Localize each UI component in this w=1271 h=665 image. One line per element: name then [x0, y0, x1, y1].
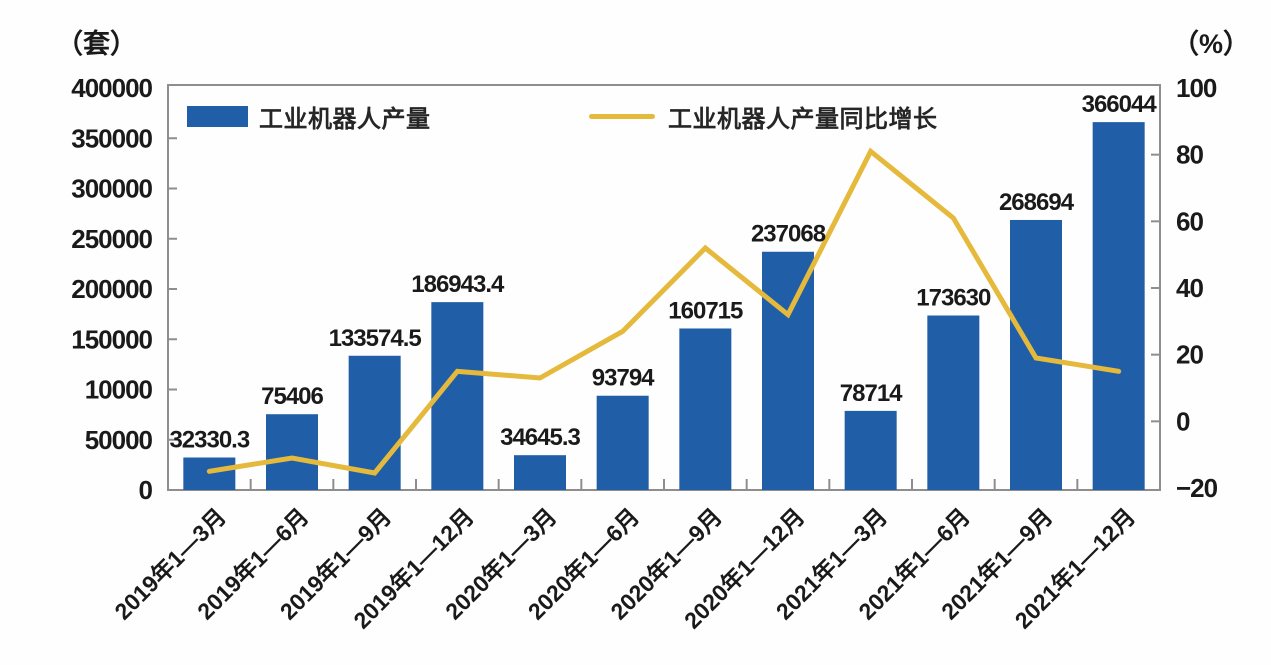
- left-axis-tick-label: 200000: [71, 274, 152, 304]
- bar: [679, 328, 732, 490]
- bar: [514, 455, 566, 490]
- left-axis-tick-label: 400000: [71, 73, 152, 103]
- right-axis-tick-label: 80: [1176, 140, 1203, 170]
- right-axis-tick-label: 100: [1176, 73, 1217, 103]
- bar-value-label: 186943.4: [411, 271, 505, 298]
- legend-item-growth: 工业机器人产量同比增长: [589, 102, 938, 133]
- left-axis-tick-label: 0: [139, 475, 153, 505]
- left-axis-tick-label: 50000: [85, 425, 153, 455]
- left-axis-tick-label: 10000: [85, 375, 153, 405]
- growth-line: [206, 147, 1122, 476]
- bar-value-label: 268694: [999, 189, 1075, 216]
- bar: [1092, 122, 1145, 490]
- legend-line-swatch: [589, 113, 655, 119]
- bar: [596, 395, 649, 490]
- legend-bar-label: 工业机器人产量: [259, 105, 431, 133]
- bar-value-label: 32330.3: [169, 427, 249, 454]
- bar: [844, 410, 897, 490]
- left-axis-tick-label: 300000: [71, 174, 152, 204]
- bar-value-label: 75406: [261, 383, 323, 410]
- bar-value-label: 78714: [840, 380, 903, 407]
- right-axis-tick-label: −20: [1176, 473, 1218, 503]
- legend-line-label: 工业机器人产量同比增长: [668, 105, 938, 133]
- left-axis-unit: （套）: [56, 29, 137, 59]
- left-axis-tick-label: 250000: [71, 224, 152, 254]
- bar-value-label: 34645.3: [500, 424, 580, 451]
- bar: [927, 315, 980, 490]
- legend-item-production: 工业机器人产量: [187, 102, 431, 133]
- bar-value-label: 160715: [668, 297, 743, 324]
- bar-value-label: 173630: [916, 285, 991, 312]
- right-axis-unit: （%）: [1172, 29, 1251, 59]
- bar-value-label: 133574.5: [329, 325, 422, 352]
- right-axis-tick-label: 60: [1176, 206, 1203, 236]
- legend-bar-swatch: [187, 105, 248, 127]
- left-axis-tick-label: 150000: [71, 324, 152, 354]
- bar: [266, 414, 318, 490]
- bar-value-label: 93794: [592, 365, 655, 392]
- bar-value-label: 366044: [1082, 91, 1158, 118]
- bar-value-label: 237068: [751, 221, 826, 248]
- right-axis-tick-label: 40: [1176, 273, 1203, 303]
- right-axis-tick-label: 20: [1176, 340, 1203, 370]
- bar: [762, 251, 814, 490]
- left-axis-tick-label: 350000: [71, 123, 152, 153]
- right-axis-tick-label: 0: [1176, 406, 1190, 436]
